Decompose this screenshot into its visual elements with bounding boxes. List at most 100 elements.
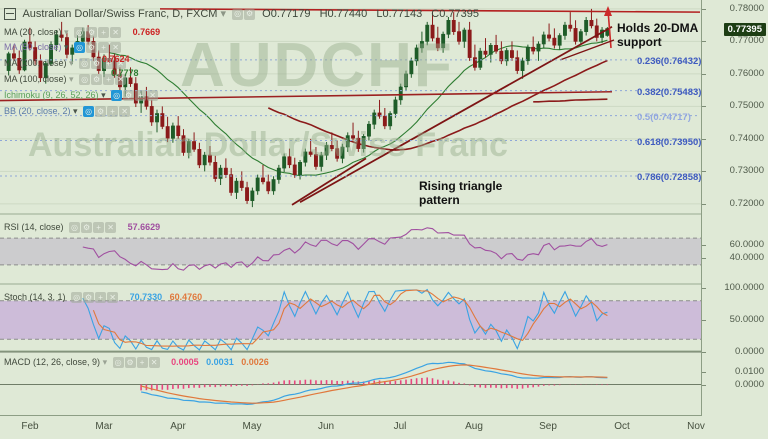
ma200-icons[interactable]: ◎ ⚙ + ✕ — [79, 58, 127, 70]
settings-icon[interactable]: ⚙ — [244, 8, 256, 20]
stoch-d-value: 60.4760 — [169, 292, 203, 302]
settings-icon[interactable]: ⚙ — [123, 90, 135, 102]
chevron-down-icon[interactable]: ▾ — [64, 27, 69, 37]
stoch-tick-label: 100.0000 — [724, 282, 764, 293]
close-icon[interactable]: ✕ — [115, 74, 127, 86]
add-icon[interactable]: + — [136, 357, 148, 369]
ma50-label: MA (50, close) — [4, 42, 62, 52]
ma20-legend[interactable]: MA (20, close) ▾ ◎ ⚙ + ✕ 0.7669 — [4, 27, 161, 39]
price-tick-label: 0.77000 — [729, 35, 764, 47]
chevron-down-icon[interactable]: ▾ — [64, 42, 69, 52]
rsi-tick — [702, 258, 706, 260]
ohlc-high: H0.77440 — [319, 8, 368, 20]
ichimoku-legend[interactable]: Ichimoku (9, 26, 52, 26) ▾ ◎ ⚙ + ✕ — [4, 90, 162, 102]
stoch-icons[interactable]: ◎ ⚙ + ✕ — [71, 292, 119, 304]
ohlc-close: C0.77395 — [431, 8, 480, 20]
visibility-icon[interactable]: ◎ — [112, 357, 124, 369]
time-tick-label: Jul — [393, 421, 407, 432]
ichimoku-label: Ichimoku (9, 26, 52, 26) — [4, 90, 99, 100]
visibility-icon[interactable]: ◎ — [79, 74, 91, 86]
ma100-label: MA (100, close) — [4, 74, 67, 84]
ma100-icons[interactable]: ◎ ⚙ + ✕ — [79, 74, 127, 86]
close-icon[interactable]: ✕ — [115, 58, 127, 70]
ma100-value: 0.7778 — [111, 68, 139, 78]
stoch-legend[interactable]: Stoch (14, 3, 1) ◎ ⚙ + ✕ 70.7330 60.4760 — [4, 292, 203, 304]
ma20-icons[interactable]: ◎ ⚙ + ✕ — [74, 27, 122, 39]
ma100-legend[interactable]: MA (100, close) ▾ ◎ ⚙ + ✕ — [4, 74, 130, 86]
ma50-legend[interactable]: MA (50, close) ▾ ◎ ⚙ + ✕ — [4, 42, 125, 54]
visibility-icon[interactable]: ◎ — [74, 27, 86, 39]
close-icon[interactable]: ✕ — [119, 106, 131, 118]
settings-icon[interactable]: ⚙ — [91, 58, 103, 70]
time-axis[interactable]: Feb Mar Apr May Jun Jul Aug Sep Oct Nov — [0, 415, 705, 439]
visibility-icon[interactable]: ◎ — [79, 58, 91, 70]
symbol-legend[interactable]: Australian Dollar/Swiss Franc, D, FXCM ▾… — [4, 7, 480, 21]
price-tick — [702, 203, 706, 205]
price-tick — [702, 106, 706, 108]
settings-icon[interactable]: ⚙ — [86, 42, 98, 54]
settings-icon[interactable]: ⚙ — [91, 74, 103, 86]
add-icon[interactable]: + — [95, 292, 107, 304]
rsi-tick-label: 40.0000 — [729, 252, 764, 264]
macd-icons[interactable]: ◎ ⚙ + ✕ — [112, 357, 161, 369]
bb-legend[interactable]: BB (20, close, 2) ▾ ◎ ⚙ + ✕ — [4, 106, 134, 118]
settings-icon[interactable]: ⚙ — [95, 106, 107, 118]
time-tick-label: Nov — [687, 421, 705, 432]
price-tick — [702, 171, 706, 173]
fib-label-0-236: 0.236(0.76432) — [637, 55, 702, 67]
chevron-down-icon[interactable]: ▾ — [69, 74, 74, 84]
visibility-icon[interactable]: ◎ — [69, 222, 81, 234]
ma100-value-label: 0.7778 — [106, 68, 139, 78]
chevron-down-icon[interactable]: ▾ — [102, 357, 108, 367]
chevron-down-icon[interactable]: ▾ — [69, 58, 74, 68]
ma20-value: 0.7669 — [132, 27, 161, 37]
settings-icon[interactable]: ⚙ — [83, 292, 95, 304]
settings-icon[interactable]: ⚙ — [86, 27, 98, 39]
ohlc-open: O0.77179 — [262, 8, 311, 20]
close-icon[interactable]: ✕ — [107, 292, 119, 304]
close-icon[interactable]: ✕ — [110, 42, 122, 54]
visibility-icon[interactable]: ◎ — [232, 8, 244, 20]
chevron-down-icon[interactable]: ▾ — [220, 8, 227, 20]
price-axis[interactable]: 0.78000 0.77000 0.76000 0.75000 0.74000 0.730… — [701, 0, 768, 415]
settings-icon[interactable]: ⚙ — [124, 357, 136, 369]
ohlc-low: L0.77143 — [376, 8, 423, 20]
add-icon[interactable]: + — [103, 58, 115, 70]
visibility-icon[interactable]: ◎ — [83, 106, 95, 118]
minus-box-icon[interactable] — [4, 8, 16, 21]
ichimoku-icons[interactable]: ◎ ⚙ + ✕ — [111, 90, 159, 102]
stoch-tick — [702, 288, 706, 289]
close-icon[interactable]: ✕ — [105, 222, 117, 234]
add-icon[interactable]: + — [135, 90, 147, 102]
legend-icons[interactable]: ◎ ⚙ — [232, 8, 256, 20]
settings-icon[interactable]: ⚙ — [81, 222, 93, 234]
price-tick — [702, 138, 706, 140]
macd-tick — [702, 372, 706, 374]
add-icon[interactable]: + — [107, 106, 119, 118]
macd-legend[interactable]: MACD (12, 26, close, 9) ▾ ◎ ⚙ + ✕ 0.0005 0.… — [4, 357, 269, 369]
ma200-value: 0.7624 — [102, 54, 130, 64]
visibility-icon[interactable]: ◎ — [74, 42, 86, 54]
add-icon[interactable]: + — [98, 42, 110, 54]
chevron-down-icon[interactable]: ▾ — [101, 90, 106, 100]
chevron-down-icon[interactable]: ▾ — [73, 106, 78, 116]
close-icon[interactable]: ✕ — [148, 357, 160, 369]
add-icon[interactable]: + — [103, 74, 115, 86]
ma50-icons[interactable]: ◎ ⚙ + ✕ — [74, 42, 122, 54]
rsi-legend[interactable]: RSI (14, close) ◎ ⚙ + ✕ 57.6629 — [4, 222, 160, 234]
rsi-icons[interactable]: ◎ ⚙ + ✕ — [69, 222, 117, 234]
time-tick-label: Feb — [21, 421, 39, 432]
close-icon[interactable]: ✕ — [110, 27, 122, 39]
ma20-label: MA (20, close) — [4, 27, 62, 37]
ma200-legend[interactable]: MA (200, close) ▾ ◎ ⚙ + ✕ — [4, 58, 130, 70]
add-icon[interactable]: + — [93, 222, 105, 234]
visibility-icon[interactable]: ◎ — [71, 292, 83, 304]
close-icon[interactable]: ✕ — [147, 90, 159, 102]
bb-label: BB (20, close, 2) — [4, 106, 71, 116]
bb-icons[interactable]: ◎ ⚙ + ✕ — [83, 106, 131, 118]
visibility-icon[interactable]: ◎ — [111, 90, 123, 102]
add-icon[interactable]: + — [98, 27, 110, 39]
price-tick-label: 0.76000 — [729, 67, 764, 79]
